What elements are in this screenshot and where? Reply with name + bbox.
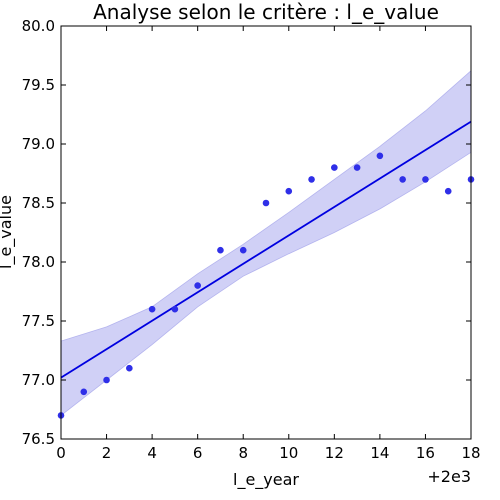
- y-tick-label: 80.0: [22, 17, 55, 35]
- data-point: [444, 187, 452, 195]
- data-point: [308, 176, 315, 183]
- x-tick-label: 12: [325, 444, 344, 462]
- x-tick-label: 18: [461, 444, 480, 462]
- data-point: [80, 388, 88, 396]
- data-point: [422, 176, 429, 183]
- chart-title: Analyse selon le critère : l_e_value: [93, 0, 439, 24]
- x-tick-label: 6: [193, 444, 203, 462]
- x-tick-label: 4: [147, 444, 157, 462]
- data-point: [126, 364, 133, 372]
- data-point: [331, 164, 338, 171]
- data-point: [103, 376, 110, 384]
- regression-line-layer: [60, 120, 472, 379]
- y-axis-label: l_e_value: [0, 195, 16, 269]
- y-tick-label: 79.5: [22, 76, 55, 94]
- y-tick-label: 79.0: [22, 135, 55, 153]
- data-point: [353, 164, 361, 171]
- x-tick-label: 16: [416, 444, 435, 462]
- y-tick-label: 76.5: [22, 430, 55, 448]
- y-tick-label: 77.0: [22, 371, 55, 389]
- confidence-band: [60, 69, 472, 417]
- x-axis-ticks: 0 2 4 6 8 10 12 14 16 18: [56, 26, 481, 462]
- y-tick-label: 78.0: [22, 253, 55, 271]
- regression-line: [60, 120, 472, 379]
- x-tick-label: 10: [279, 444, 298, 462]
- data-point: [194, 282, 201, 289]
- confidence-band-layer: [60, 69, 472, 417]
- x-tick-label: 2: [102, 444, 112, 462]
- x-axis-label: l_e_year: [233, 470, 299, 490]
- y-axis-ticks: 76.5 77.0 77.5 78.0 78.5 79.0 79.5 80.0: [22, 17, 471, 448]
- data-point: [239, 246, 247, 254]
- data-point: [148, 305, 156, 313]
- plot-frame: [60, 25, 472, 440]
- y-tick-label: 78.5: [22, 194, 55, 212]
- y-tick-label: 77.5: [22, 312, 55, 330]
- data-point: [171, 305, 179, 313]
- data-point: [399, 176, 406, 183]
- data-point: [376, 152, 384, 160]
- data-point: [217, 246, 224, 254]
- x-tick-label: 8: [238, 444, 248, 462]
- data-point: [285, 187, 293, 195]
- x-tick-label: 14: [370, 444, 389, 462]
- data-points-layer: [57, 152, 475, 419]
- x-axis-offset-label: +2e3: [427, 467, 471, 486]
- x-tick-label: 0: [56, 444, 66, 462]
- data-point: [262, 199, 270, 207]
